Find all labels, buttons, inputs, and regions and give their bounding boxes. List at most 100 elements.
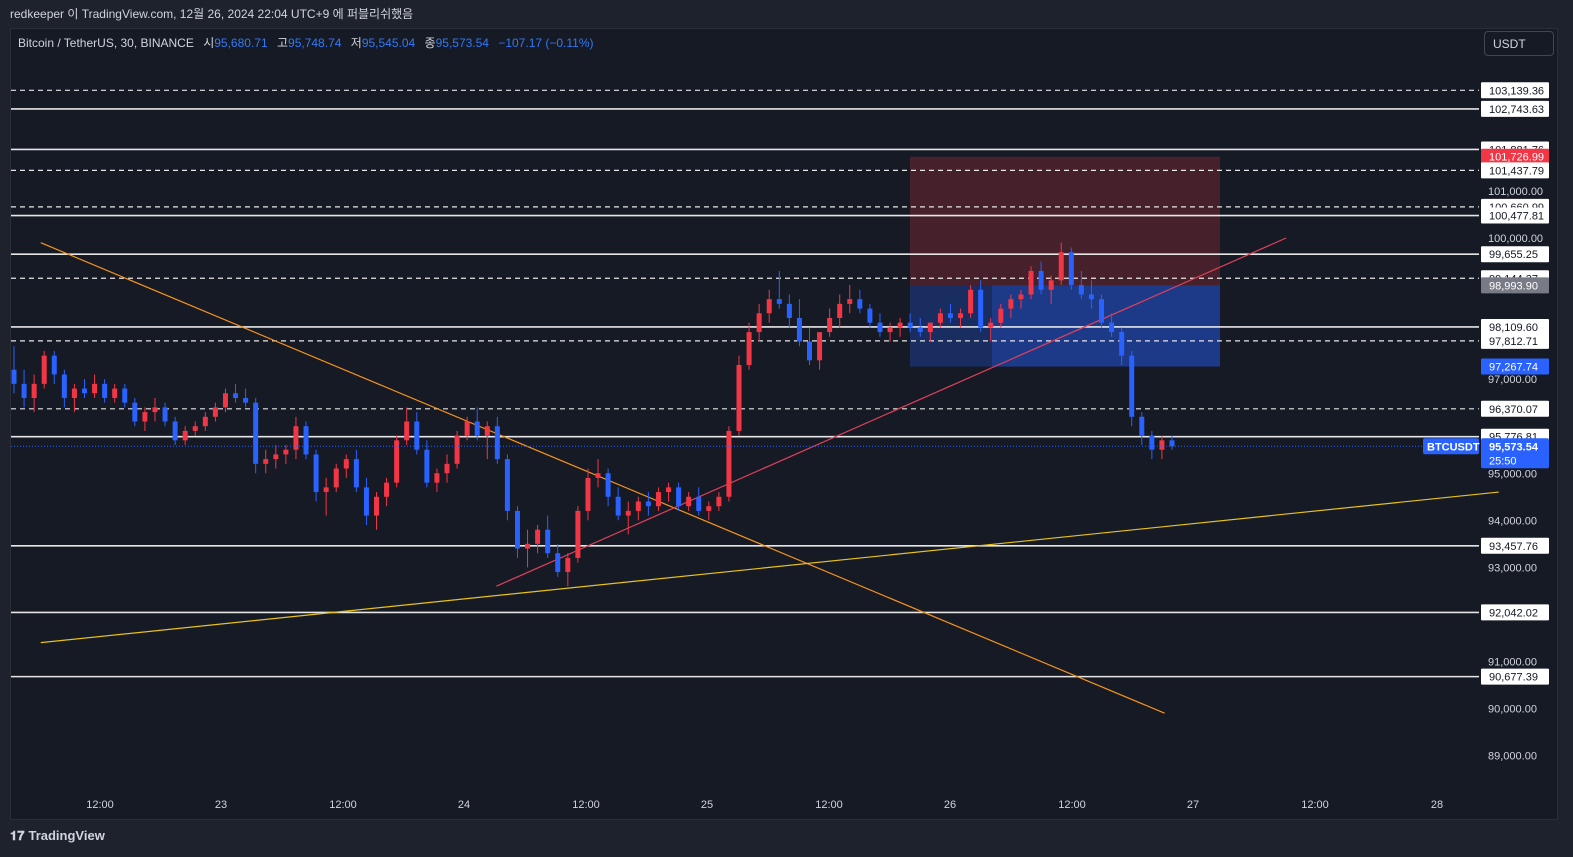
last-price-value: 95,573.54 <box>1489 441 1539 453</box>
candle-body <box>1088 294 1094 300</box>
candle-body <box>847 299 853 304</box>
candle-body <box>605 473 611 497</box>
candle-body <box>907 322 913 328</box>
candle-body <box>1038 270 1044 290</box>
price-badge <box>1481 400 1549 417</box>
candle-body <box>1109 322 1115 333</box>
candle-body <box>313 454 319 493</box>
candle-body <box>283 449 289 455</box>
chart-pane[interactable] <box>10 28 1558 820</box>
price-badge <box>1481 82 1549 99</box>
candle-body <box>535 529 541 544</box>
close-label: 종 <box>424 36 436 50</box>
candle-body <box>363 487 369 516</box>
candle-body <box>1008 299 1014 309</box>
candle-body <box>585 477 591 511</box>
y-axis-tick: 94,000.00 <box>1488 515 1537 527</box>
price-badge-label: 92,042.02 <box>1489 607 1538 619</box>
candle-body <box>81 388 87 394</box>
candle-body <box>595 473 601 478</box>
candle-body <box>1139 416 1145 436</box>
low-label: 저 <box>350 36 362 50</box>
candle-body <box>726 430 732 497</box>
x-axis-tick: 12:00 <box>329 799 357 811</box>
candle-body <box>1159 440 1165 450</box>
candle-body <box>927 322 933 333</box>
candle-body <box>494 426 500 460</box>
candle-body <box>162 407 168 422</box>
price-badge-label: 98,109.60 <box>1489 322 1538 334</box>
x-axis-tick: 24 <box>458 799 470 811</box>
tradingview-logo-icon: 𝟏𝟕 <box>10 828 25 843</box>
orange-trendline <box>40 242 1165 714</box>
price-badge-label: 102,743.63 <box>1489 104 1544 116</box>
candle-body <box>1048 280 1054 290</box>
candle-body <box>343 459 349 469</box>
footer-brand[interactable]: 𝟏𝟕 TradingView <box>10 828 105 844</box>
candle-body <box>827 317 833 333</box>
price-badge-label: 101,437.79 <box>1489 165 1544 177</box>
candle-body <box>1099 299 1105 323</box>
candle-body <box>545 529 551 554</box>
price-badge-label: 98,993.90 <box>1489 280 1538 292</box>
candle-body <box>404 421 410 441</box>
price-badge <box>1481 246 1549 263</box>
price-badge <box>1481 162 1549 179</box>
price-badge <box>1481 277 1549 294</box>
bar-countdown: 25:50 <box>1489 455 1517 467</box>
candle-body <box>867 308 873 323</box>
candle-body <box>736 365 742 431</box>
candle-body <box>958 313 964 318</box>
candle-body <box>21 383 27 398</box>
candle-body <box>1119 332 1125 356</box>
price-badge-label: 90,677.39 <box>1489 672 1538 684</box>
candle-body <box>243 397 249 403</box>
symbol-title[interactable]: Bitcoin / TetherUS, 30, BINANCE <box>18 36 194 50</box>
price-badge <box>1481 207 1549 224</box>
x-axis-tick: 23 <box>215 799 227 811</box>
y-axis-tick: 101,000.00 <box>1488 186 1543 198</box>
candle-body <box>837 303 843 318</box>
y-axis-tick: 93,000.00 <box>1488 562 1537 574</box>
candle-body <box>102 383 108 398</box>
candle-body <box>374 496 380 516</box>
candle-body <box>353 459 359 488</box>
candle-body <box>71 388 77 398</box>
candle-body <box>222 393 228 408</box>
candle-body <box>61 374 67 398</box>
price-badge-label: 101,726.99 <box>1489 152 1544 164</box>
x-axis-tick: 27 <box>1187 799 1199 811</box>
currency-button[interactable]: USDT <box>1484 31 1554 56</box>
price-badge <box>1481 358 1549 375</box>
candle-body <box>887 327 893 333</box>
candle-body <box>424 449 430 483</box>
brand-name: TradingView <box>28 828 105 843</box>
candle-body <box>937 313 943 323</box>
candle-body <box>464 421 470 436</box>
candle-body <box>575 510 581 558</box>
candle-body <box>625 510 631 516</box>
yellow-trendline <box>40 491 1499 644</box>
candle-body <box>968 289 974 314</box>
candle-body <box>806 341 812 361</box>
candle-body <box>786 303 792 318</box>
candle-body <box>988 322 994 328</box>
y-axis-tick: 89,000.00 <box>1488 751 1537 763</box>
price-badge-label: 97,267.74 <box>1489 362 1538 374</box>
candle-body <box>212 407 218 417</box>
last-price-badge <box>1481 438 1549 469</box>
change-value: −107.17 (−0.11%) <box>498 36 594 50</box>
candle-body <box>817 332 823 361</box>
candle-body <box>202 416 208 427</box>
candle-body <box>877 322 883 333</box>
candle-body <box>615 496 621 516</box>
price-badge <box>1481 668 1549 685</box>
candle-body <box>142 412 148 422</box>
candle-body <box>182 430 188 441</box>
candle-body <box>565 557 571 573</box>
candle-body <box>253 402 259 464</box>
candle-body <box>152 407 158 413</box>
candle-body <box>716 496 722 507</box>
candle-body <box>303 426 309 455</box>
